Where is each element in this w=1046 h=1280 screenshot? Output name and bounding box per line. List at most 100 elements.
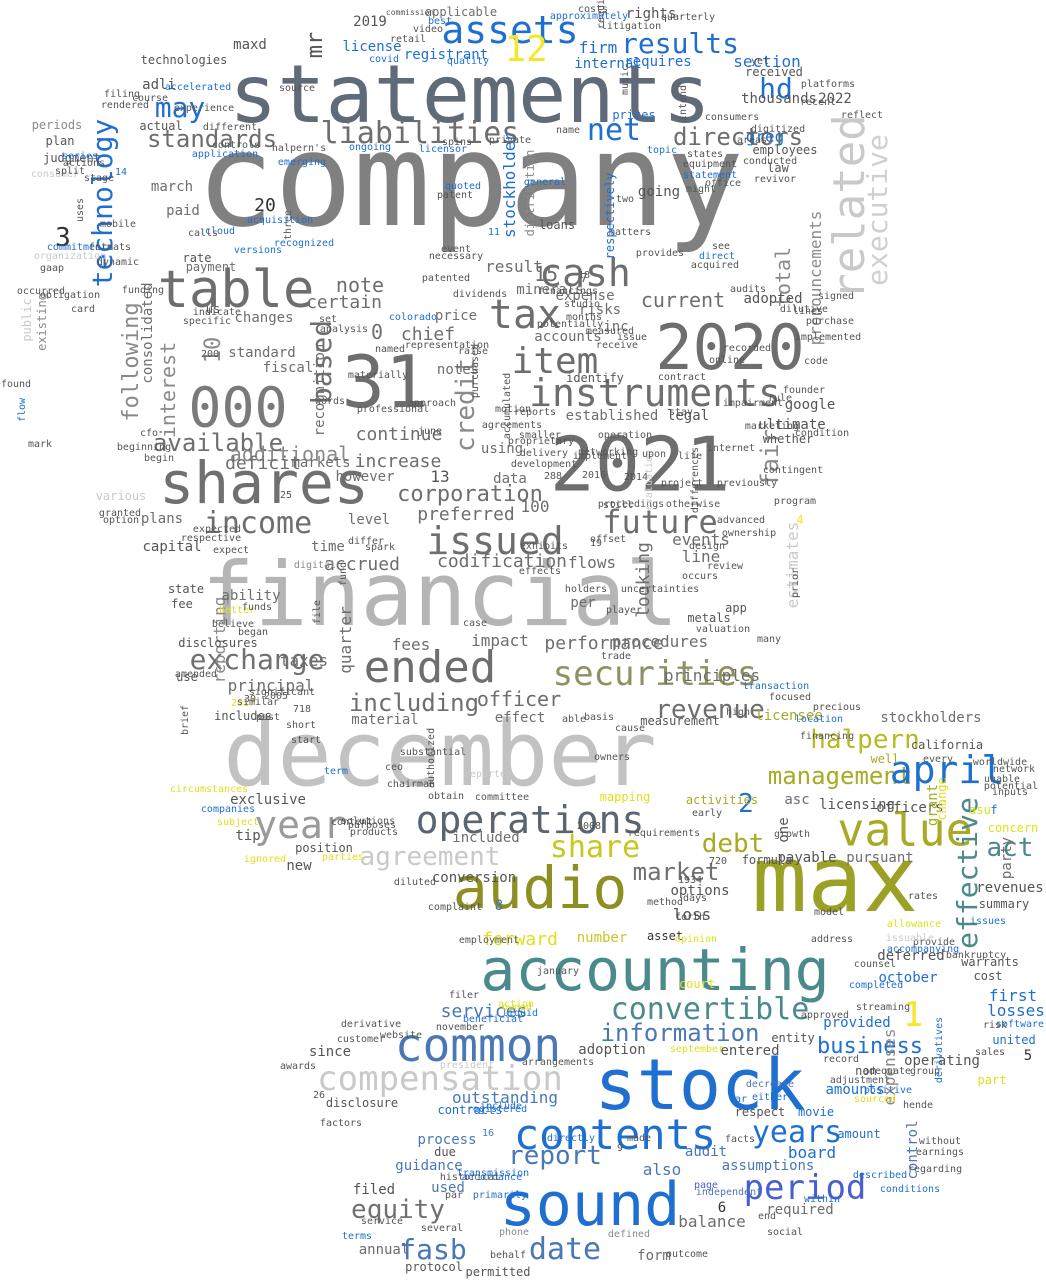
word-price: price bbox=[434, 308, 478, 324]
word-loss: loss bbox=[672, 905, 712, 924]
word-include: include bbox=[479, 1101, 523, 1112]
word-website: website bbox=[379, 1030, 423, 1041]
word-years: years bbox=[751, 1115, 843, 1150]
word-pursuant: pursuant bbox=[846, 850, 914, 866]
word-united: united bbox=[992, 1033, 1036, 1047]
word-review: review bbox=[706, 561, 744, 572]
word-topic: topic bbox=[646, 145, 678, 156]
word-impairment: impairment bbox=[722, 398, 784, 409]
word-level: level bbox=[347, 512, 391, 528]
word-litigation: litigation bbox=[600, 21, 662, 32]
word-year: year bbox=[254, 803, 346, 847]
word-approved: approved bbox=[800, 1010, 850, 1021]
word-employees: employees bbox=[752, 143, 818, 157]
word-adoption: adoption bbox=[578, 1042, 646, 1058]
word-2022: 2022 bbox=[818, 91, 852, 107]
word-however: however bbox=[335, 469, 395, 485]
word-owners: owners bbox=[593, 752, 631, 763]
word-matters: matters bbox=[608, 227, 652, 238]
word-risks: risks bbox=[578, 302, 622, 318]
word-commission: commission bbox=[385, 8, 435, 17]
word-statement: statement bbox=[682, 170, 738, 181]
word-november: november bbox=[435, 1022, 485, 1033]
word-taxes: taxes bbox=[279, 651, 329, 670]
word-adequate: adequate bbox=[862, 1066, 912, 1077]
word-firm: firm bbox=[578, 38, 618, 57]
word-measured: measured bbox=[585, 326, 635, 337]
word-periods: periods bbox=[31, 118, 83, 132]
word-fees: fees bbox=[391, 635, 431, 654]
word-potentially: potentially bbox=[536, 319, 604, 330]
word-app: app bbox=[725, 601, 747, 615]
word-operating: operating bbox=[904, 1053, 980, 1069]
word-balance: balance bbox=[678, 1212, 746, 1231]
word-act: act bbox=[986, 833, 1034, 863]
word-court: court bbox=[678, 977, 716, 991]
word-1934: 1934 bbox=[677, 875, 703, 886]
word-thousands: thousands bbox=[741, 91, 817, 107]
word-rule: rule bbox=[767, 393, 793, 404]
word-october: october bbox=[878, 970, 938, 986]
word-dilutive: dilutive bbox=[779, 304, 829, 315]
word-patent: patent bbox=[436, 190, 474, 201]
word-continue: continue bbox=[355, 424, 443, 445]
word-f: f bbox=[990, 803, 998, 817]
word-delivery: delivery bbox=[519, 448, 569, 459]
word-200: 200 bbox=[200, 349, 220, 360]
word-funds: funds bbox=[241, 602, 273, 613]
word-formula: formula bbox=[741, 853, 793, 867]
word-effect: effect bbox=[494, 710, 546, 726]
word-adli: adli bbox=[142, 77, 176, 93]
word-location: location bbox=[794, 714, 844, 725]
word-file: file bbox=[312, 599, 323, 625]
word-several: several bbox=[420, 1223, 464, 1234]
word-19: 19 bbox=[589, 538, 603, 549]
word-4: 4 bbox=[796, 513, 804, 527]
word-material: material bbox=[351, 712, 419, 728]
word-better: better bbox=[218, 605, 256, 616]
word-covid: covid bbox=[368, 54, 400, 65]
word-video: video bbox=[412, 24, 444, 35]
word-licensing: licensing bbox=[819, 797, 895, 813]
word-allowance: allowance bbox=[886, 919, 942, 930]
word-flow: flow bbox=[17, 397, 28, 423]
word-note: note bbox=[335, 273, 385, 297]
word-payable: payable bbox=[777, 850, 837, 866]
word-intend: intend bbox=[678, 84, 689, 122]
word-differences: differences bbox=[690, 446, 701, 514]
word-distribution: distribution bbox=[523, 149, 537, 237]
word-diluted: diluted bbox=[393, 877, 437, 888]
word-also: also bbox=[642, 1160, 682, 1179]
word-digital: digital bbox=[293, 560, 337, 571]
word-recent: recent bbox=[799, 97, 837, 108]
word-business: business bbox=[817, 1034, 923, 1059]
word-beginning: beginning bbox=[116, 442, 172, 453]
word-experience: experience bbox=[173, 103, 235, 114]
word-plan: plan bbox=[45, 134, 75, 148]
word-license: license bbox=[342, 39, 402, 55]
word-concern: concern bbox=[987, 821, 1039, 835]
word-many: many bbox=[756, 634, 782, 645]
word-focused: focused bbox=[768, 692, 812, 703]
word-law: law bbox=[767, 161, 789, 175]
word-term: term bbox=[323, 766, 349, 777]
word-event: event bbox=[440, 244, 472, 255]
word-audio: audio bbox=[452, 854, 628, 922]
word-revenue: revenue bbox=[655, 695, 765, 725]
word-adjustment: adjustment bbox=[829, 1075, 891, 1086]
word-within: within bbox=[803, 1194, 841, 1205]
word-officer: officer bbox=[476, 687, 562, 711]
word-contingent: contingent bbox=[762, 465, 824, 476]
word-whether: whether bbox=[762, 432, 814, 446]
word-rates: rates bbox=[907, 891, 939, 902]
word-california: california bbox=[910, 738, 984, 752]
word-par: par bbox=[444, 1190, 464, 1201]
word-corporation: corporation bbox=[397, 482, 543, 507]
word-prior: prior bbox=[790, 567, 801, 599]
word-exchange: exchange bbox=[189, 643, 325, 676]
word-liabilities: liabilities bbox=[320, 116, 520, 151]
word-inc: inc bbox=[603, 319, 629, 335]
word-2016: 2016 bbox=[581, 470, 607, 481]
word-31: 31 bbox=[341, 340, 429, 424]
word-obligation: obligation bbox=[39, 290, 101, 301]
